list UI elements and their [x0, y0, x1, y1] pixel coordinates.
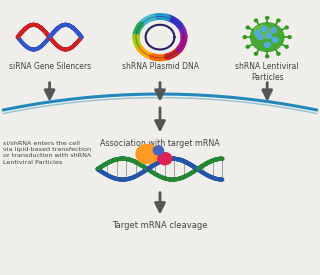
- Text: shRNA Lentiviral
Particles: shRNA Lentiviral Particles: [236, 62, 299, 82]
- Circle shape: [277, 19, 280, 22]
- Circle shape: [255, 31, 260, 35]
- Text: siRNA Gene Silencers: siRNA Gene Silencers: [9, 62, 91, 71]
- Circle shape: [136, 144, 158, 164]
- Circle shape: [252, 24, 282, 50]
- Circle shape: [285, 45, 288, 48]
- Text: si/shRNA enters the cell
via lipid-based transfection
or transduction with shRNA: si/shRNA enters the cell via lipid-based…: [3, 140, 92, 165]
- Circle shape: [246, 45, 249, 48]
- Circle shape: [285, 26, 288, 29]
- Circle shape: [266, 33, 272, 38]
- Circle shape: [257, 35, 263, 40]
- Circle shape: [264, 34, 270, 40]
- Circle shape: [266, 55, 269, 58]
- Circle shape: [254, 53, 258, 55]
- Circle shape: [277, 53, 280, 55]
- Circle shape: [243, 36, 246, 38]
- Circle shape: [153, 146, 164, 155]
- Circle shape: [251, 23, 284, 51]
- Circle shape: [158, 153, 172, 165]
- Circle shape: [254, 26, 281, 49]
- Circle shape: [288, 36, 291, 38]
- Circle shape: [246, 26, 249, 29]
- Circle shape: [259, 30, 276, 44]
- Circle shape: [257, 29, 277, 46]
- Circle shape: [254, 19, 258, 22]
- Circle shape: [266, 36, 269, 38]
- Circle shape: [261, 26, 267, 31]
- Circle shape: [272, 37, 278, 42]
- Circle shape: [262, 33, 272, 41]
- Text: Association with target mRNA: Association with target mRNA: [100, 139, 220, 148]
- Circle shape: [271, 28, 276, 33]
- Circle shape: [256, 27, 279, 47]
- Circle shape: [251, 23, 284, 51]
- Circle shape: [254, 25, 270, 39]
- Text: shRNA Plasmid DNA: shRNA Plasmid DNA: [122, 62, 198, 71]
- Circle shape: [266, 16, 269, 19]
- Circle shape: [264, 42, 270, 47]
- Circle shape: [260, 31, 274, 43]
- Text: Target mRNA cleavage: Target mRNA cleavage: [112, 221, 208, 230]
